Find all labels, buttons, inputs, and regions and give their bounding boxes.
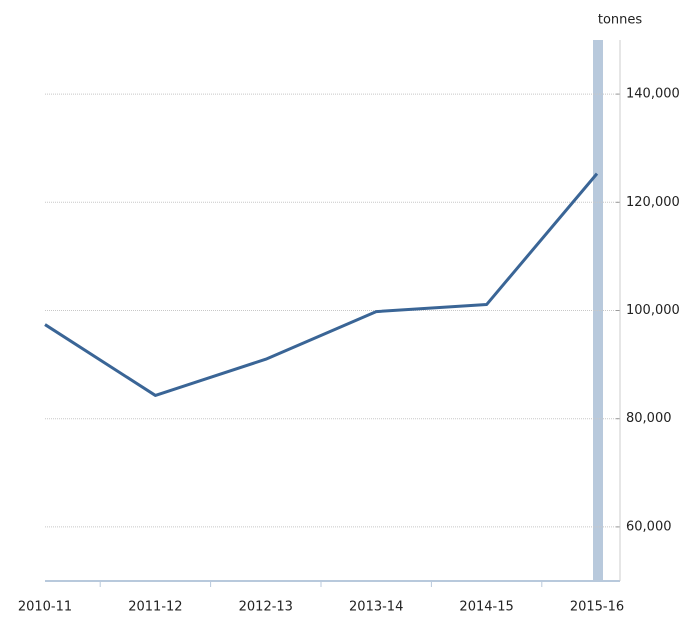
x-tick-label: 2014-15 xyxy=(459,600,513,615)
x-tick-label: 2013-14 xyxy=(349,600,403,615)
y-tick-label: 100,000 xyxy=(626,303,680,318)
y-axis-label: tonnes xyxy=(598,13,643,28)
x-tick-label: 2015-16 xyxy=(570,600,624,615)
line xyxy=(44,172,599,397)
y-tick-label: 140,000 xyxy=(626,87,680,102)
x-tick-label: 2012-13 xyxy=(239,600,293,615)
y-tick-label: 60,000 xyxy=(626,519,672,534)
x-tick-label: 2010-11 xyxy=(18,600,72,615)
y-tick-label: 80,000 xyxy=(626,411,672,426)
x-tick-label: 2011-12 xyxy=(128,600,182,615)
y-tick-label: 120,000 xyxy=(626,195,680,210)
